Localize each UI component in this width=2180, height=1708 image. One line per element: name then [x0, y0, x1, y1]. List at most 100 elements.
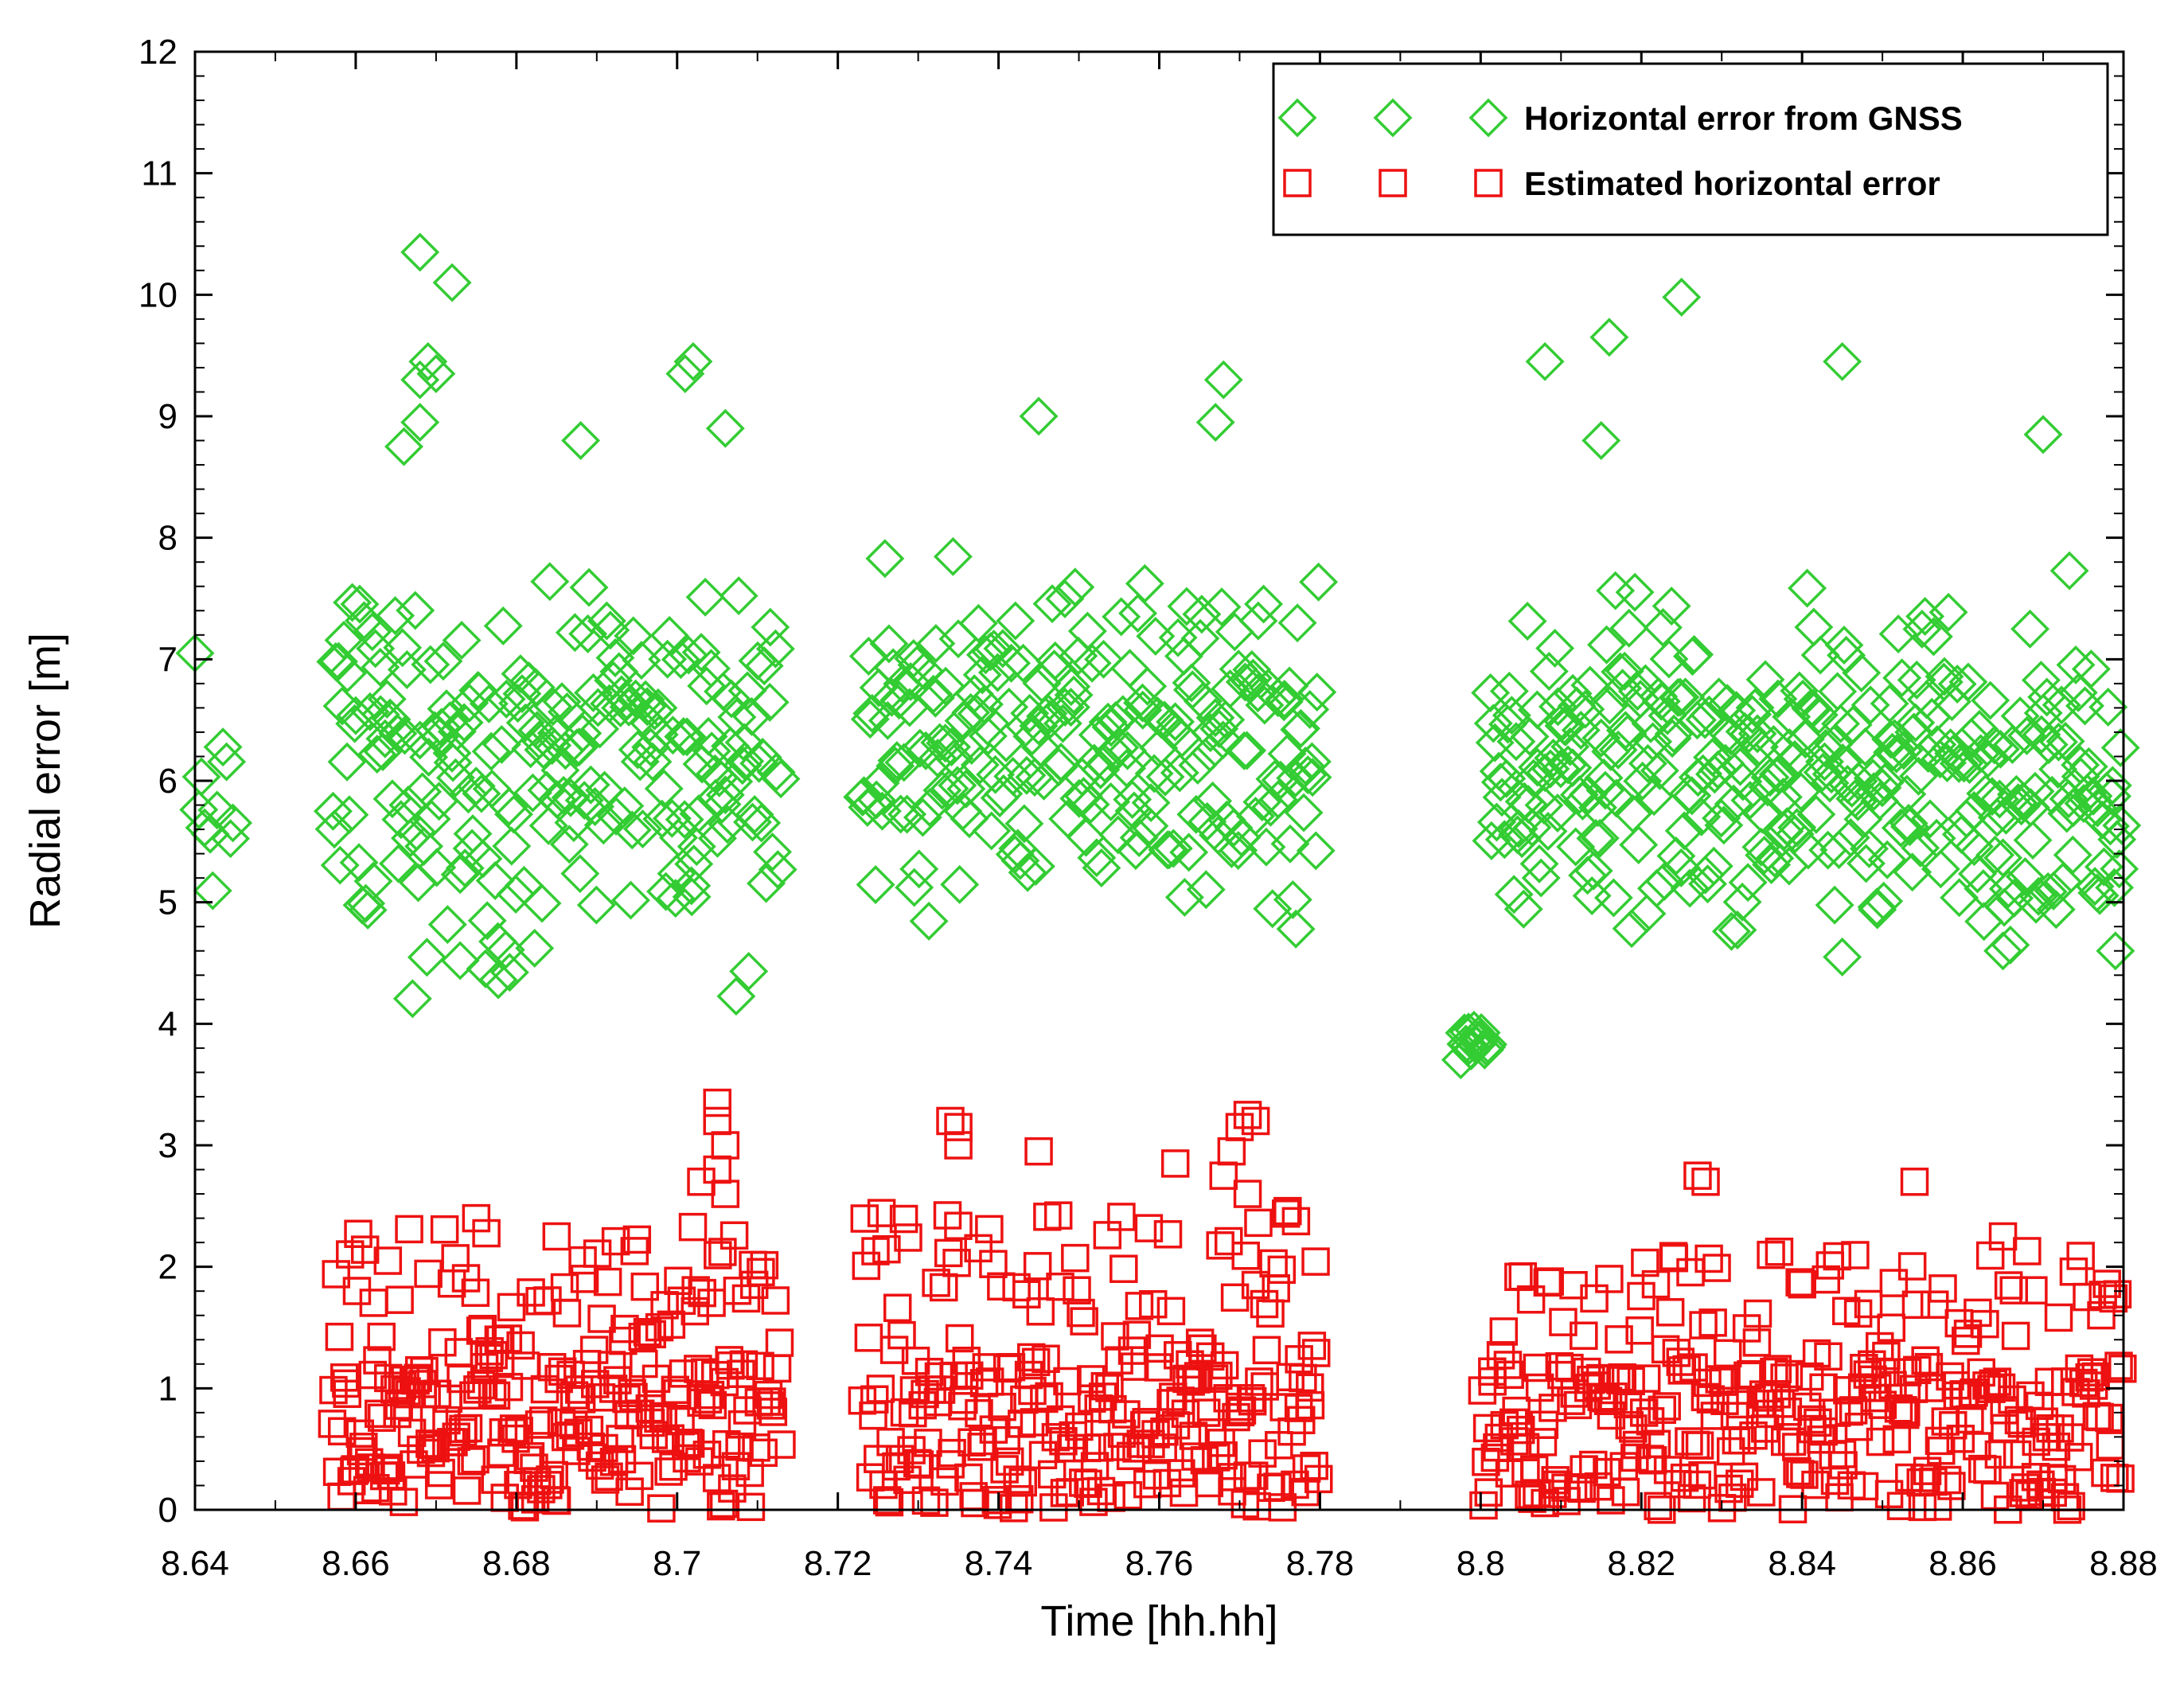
gnss-point — [1937, 665, 1977, 704]
gnss-point — [1215, 612, 1254, 652]
gnss-point — [383, 628, 423, 668]
gnss-point — [2000, 696, 2040, 736]
gnss-point — [1964, 902, 2004, 942]
gnss-point — [595, 638, 635, 677]
estimated-point — [1023, 1252, 1052, 1281]
estimated-point — [1008, 1468, 1037, 1497]
estimated-point — [1937, 1472, 1966, 1500]
gnss-point — [1494, 875, 1534, 914]
gnss-point — [319, 641, 358, 681]
estimated-point — [389, 1488, 419, 1516]
gnss-point — [502, 674, 542, 714]
estimated-point — [344, 1219, 372, 1249]
gnss-point — [756, 752, 796, 792]
gnss-point — [1285, 746, 1325, 786]
gnss-point — [1296, 831, 1336, 871]
estimated-point — [1296, 1373, 1324, 1402]
series-gnss — [175, 232, 2142, 1080]
gnss-point — [974, 630, 1014, 669]
estimated-point — [1468, 1376, 1497, 1405]
gnss-point — [758, 850, 798, 890]
estimated-point — [749, 1438, 778, 1468]
gnss-point — [1627, 894, 1667, 934]
estimated-point — [692, 1441, 722, 1469]
estimated-point — [1003, 1465, 1032, 1494]
estimated-point — [1245, 1367, 1273, 1396]
gnss-point — [2073, 776, 2113, 816]
gnss-point — [1269, 666, 1309, 706]
gnss-point — [1641, 681, 1681, 721]
gnss-point — [1072, 643, 1112, 683]
y-tick-label: 1 — [158, 1369, 177, 1408]
gnss-point — [739, 743, 779, 783]
gnss-point — [1538, 794, 1577, 833]
estimated-point — [333, 1379, 361, 1409]
estimated-point — [1065, 1412, 1094, 1441]
gnss-point — [606, 680, 646, 720]
gnss-point — [1574, 851, 1613, 891]
gnss-point — [733, 802, 772, 842]
estimated-point — [1496, 1360, 1524, 1390]
gnss-point — [1693, 737, 1733, 777]
x-tick-label: 8.82 — [1607, 1544, 1675, 1583]
gnss-point — [665, 800, 704, 840]
gnss-point — [1190, 733, 1230, 773]
gnss-point — [1670, 868, 1710, 908]
estimated-point — [327, 1482, 356, 1511]
gnss-point — [408, 341, 448, 381]
gnss-point — [989, 687, 1029, 727]
x-tick-label: 8.66 — [322, 1544, 390, 1583]
gnss-point — [626, 680, 665, 719]
gnss-point — [1145, 757, 1185, 797]
gnss-point — [1546, 707, 1585, 747]
gnss-point — [1535, 628, 1575, 668]
estimated-point — [552, 1299, 582, 1328]
gnss-point — [926, 723, 965, 763]
x-tick-label: 8.74 — [965, 1544, 1033, 1583]
gnss-point — [450, 683, 489, 723]
estimated-point — [479, 1340, 508, 1370]
gnss-point — [537, 780, 577, 820]
gnss-point — [1910, 799, 1950, 839]
gnss-point — [1862, 768, 1902, 808]
y-tick-label: 12 — [138, 33, 177, 72]
estimated-point — [1956, 1405, 1984, 1434]
gnss-point — [1091, 782, 1131, 821]
estimated-point — [866, 1375, 895, 1403]
estimated-point — [1685, 1431, 1714, 1460]
estimated-point — [1868, 1390, 1897, 1419]
gnss-point — [633, 742, 673, 782]
gnss-point — [2010, 609, 2050, 649]
gnss-point — [865, 539, 905, 579]
gnss-point — [542, 682, 582, 722]
estimated-point — [879, 1336, 909, 1364]
estimated-point — [1829, 1451, 1858, 1480]
estimated-point — [1478, 1367, 1507, 1396]
estimated-point — [330, 1363, 359, 1392]
estimated-point — [2064, 1442, 2093, 1472]
estimated-point — [1702, 1254, 1731, 1282]
gnss-point — [1521, 858, 1561, 898]
gnss-point — [1827, 635, 1866, 675]
gnss-point — [333, 583, 372, 622]
estimated-point — [346, 1437, 376, 1466]
estimated-point — [628, 1322, 657, 1351]
estimated-point — [1267, 1255, 1297, 1285]
estimated-point — [1493, 1351, 1523, 1379]
gnss-point — [433, 743, 473, 782]
estimated-point — [1030, 1384, 1059, 1414]
gnss-point — [958, 603, 998, 643]
estimated-point — [1153, 1220, 1183, 1249]
y-tick-label: 6 — [158, 762, 177, 801]
gnss-point — [1525, 341, 1565, 381]
gnss-point — [203, 727, 243, 767]
estimated-point — [2106, 1464, 2135, 1493]
estimated-point — [638, 1320, 666, 1349]
gnss-point — [940, 864, 980, 904]
estimated-point — [1804, 1408, 1832, 1437]
estimated-point — [860, 1385, 889, 1414]
gnss-point — [1475, 723, 1515, 762]
estimated-point — [1756, 1399, 1784, 1429]
